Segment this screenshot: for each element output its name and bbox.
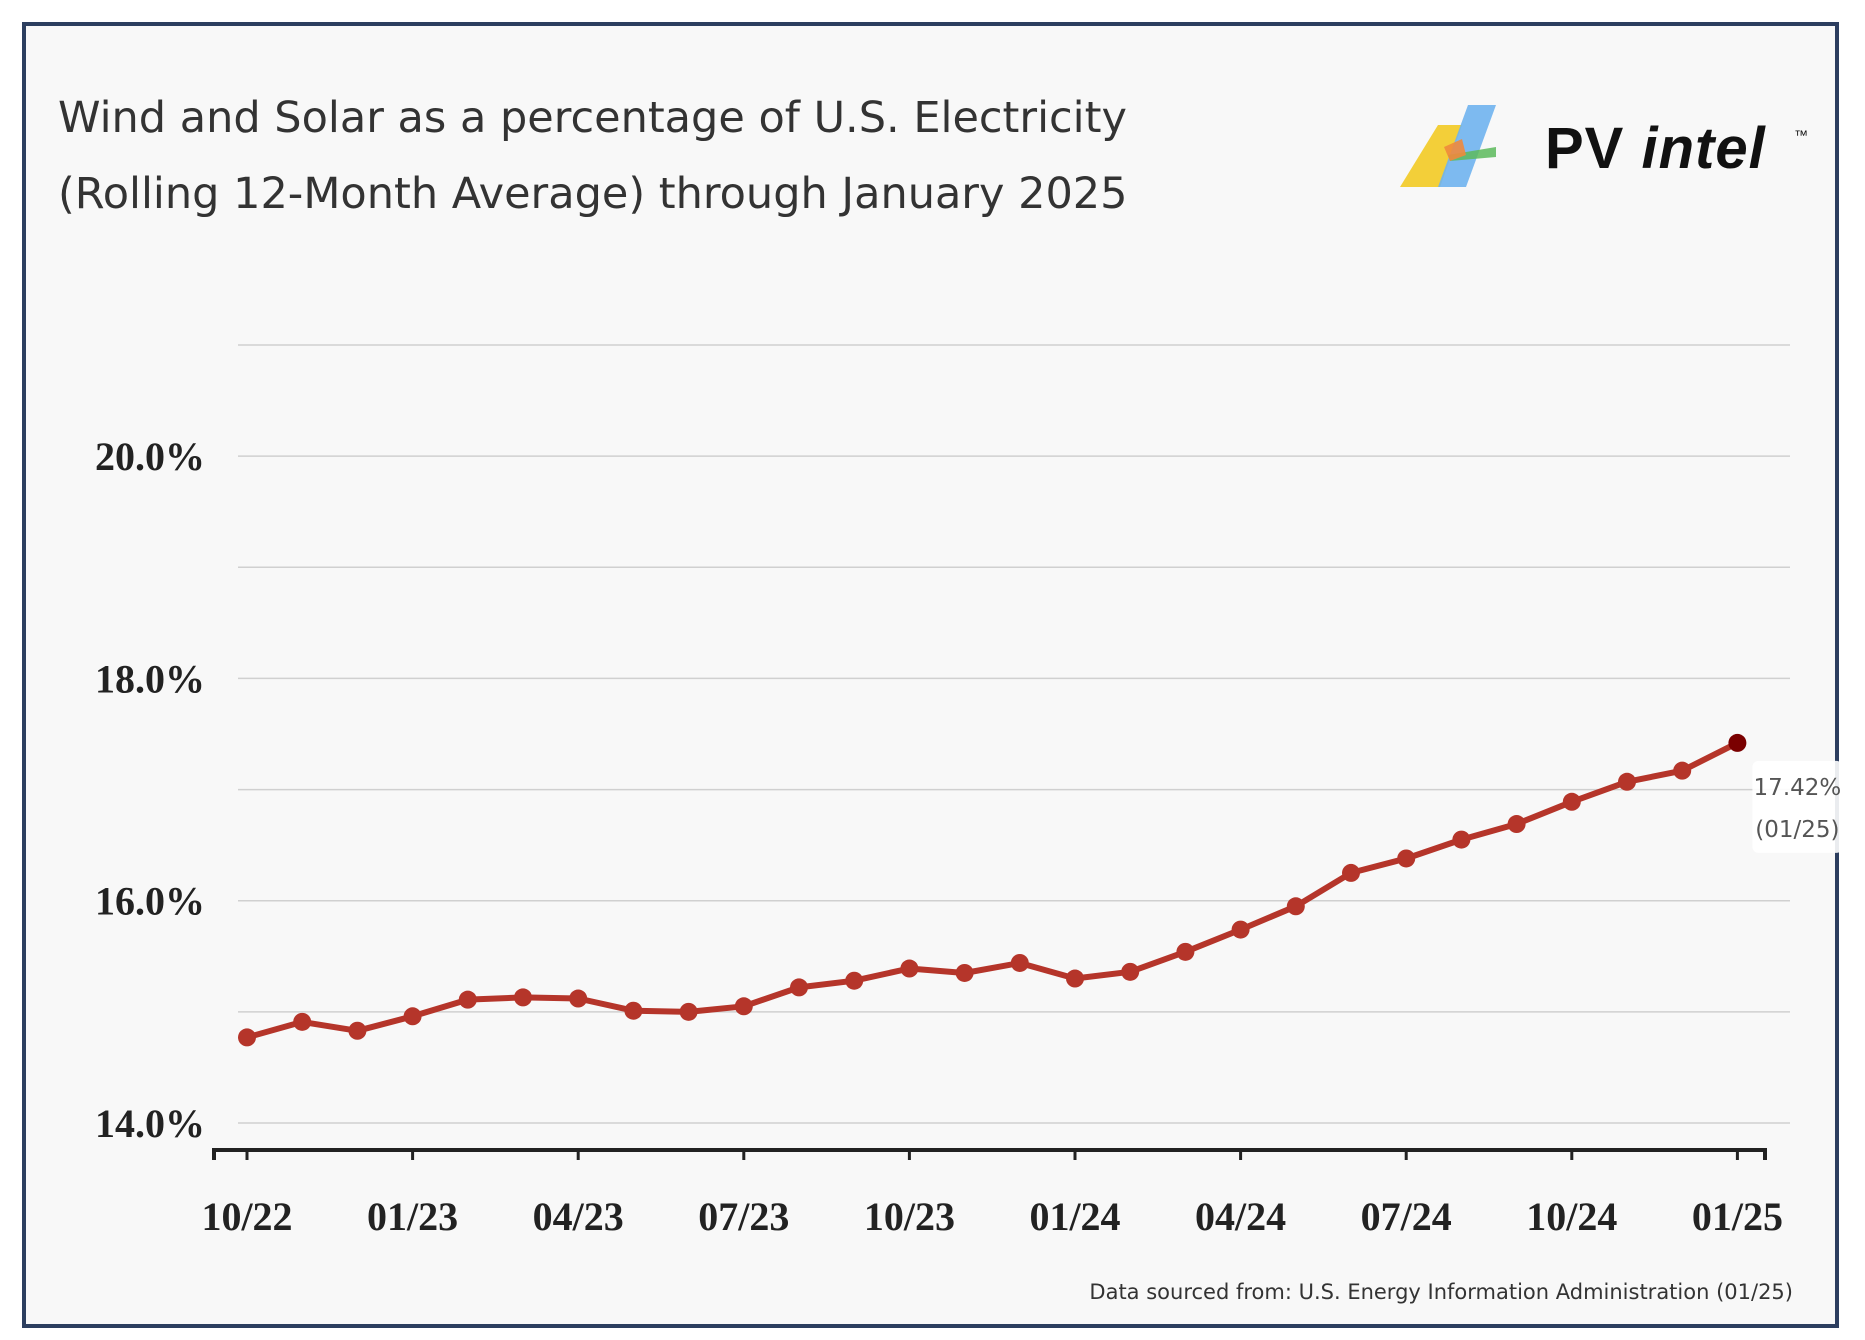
x-tick-label: 07/24 — [1361, 1194, 1452, 1239]
x-tick-label: 10/22 — [201, 1194, 292, 1239]
y-tick-label: 18.0% — [95, 656, 205, 701]
series-line — [244, 739, 1741, 1041]
data-point — [1231, 920, 1250, 939]
data-point — [1507, 815, 1526, 834]
data-point — [1010, 953, 1029, 972]
data-point — [624, 1001, 643, 1020]
data-point — [238, 1028, 256, 1047]
x-axis-tick-labels: 10/22 01/23 04/23 07/23 10/23 01/24 04/24 07/24… — [201, 1194, 1783, 1239]
y-tick-label: 20.0% — [95, 434, 205, 479]
series-points — [238, 733, 1747, 1047]
y-tick-label: 14.0% — [95, 1101, 205, 1146]
x-tick-label: 01/25 — [1692, 1194, 1783, 1239]
y-tick-label: 16.0% — [95, 879, 205, 924]
data-point — [403, 1007, 422, 1026]
data-point — [955, 963, 974, 982]
logo-text-intel: intel — [1641, 116, 1766, 181]
data-point — [1121, 962, 1140, 981]
x-axis — [212, 1148, 1767, 1160]
pv-intel-logo-text: PV intel — [1545, 115, 1766, 182]
data-point — [1176, 942, 1195, 961]
chart-frame — [22, 22, 1839, 1328]
source-note: Data sourced from: U.S. Energy Informati… — [1089, 1280, 1793, 1304]
x-tick-label: 10/24 — [1526, 1194, 1617, 1239]
data-point — [679, 1002, 698, 1021]
series-line-path — [244, 739, 1741, 1041]
x-tick-label: 04/23 — [533, 1194, 624, 1239]
last-value-annotation: 17.42% (01/25) — [1752, 760, 1843, 853]
chart-title-line1: Wind and Solar as a percentage of U.S. E… — [58, 93, 1127, 143]
pv-intel-logo: PV intel ™ — [1400, 95, 1820, 205]
chart-title: Wind and Solar as a percentage of U.S. E… — [58, 80, 1208, 232]
annotation-background — [1752, 760, 1843, 853]
data-point — [1286, 897, 1305, 916]
data-point — [845, 971, 864, 990]
data-point — [1618, 772, 1636, 791]
data-point — [1673, 761, 1692, 780]
logo-text-pv: PV — [1545, 116, 1642, 181]
data-point — [1452, 830, 1471, 849]
data-point — [1066, 969, 1084, 988]
x-tick-label: 01/24 — [1029, 1194, 1120, 1239]
data-point — [790, 978, 808, 997]
x-tick-label: 01/23 — [367, 1194, 458, 1239]
annotation-value-label: 17.42% — [1754, 775, 1842, 801]
x-tick-label: 10/23 — [864, 1194, 955, 1239]
data-point — [1397, 849, 1416, 868]
x-tick-label: 07/23 — [698, 1194, 789, 1239]
pv-intel-logo-mark-icon — [1400, 105, 1496, 187]
data-point — [569, 989, 588, 1008]
grid-lines — [238, 344, 1790, 1124]
data-point — [1342, 863, 1360, 882]
last-data-point — [1728, 733, 1747, 752]
logo-trademark: ™ — [1794, 127, 1808, 143]
data-point — [458, 990, 477, 1009]
x-tick-label: 04/24 — [1195, 1194, 1286, 1239]
data-point — [348, 1021, 367, 1040]
data-point — [514, 988, 532, 1007]
data-point — [1562, 792, 1581, 811]
chart-title-line2: (Rolling 12-Month Average) through Janua… — [58, 169, 1128, 219]
y-axis-tick-labels: 14.0% 16.0% 18.0% 20.0% — [95, 434, 205, 1146]
data-point — [900, 959, 919, 978]
data-point — [293, 1012, 312, 1031]
annotation-date-label: (01/25) — [1755, 817, 1839, 843]
data-point — [734, 997, 753, 1016]
